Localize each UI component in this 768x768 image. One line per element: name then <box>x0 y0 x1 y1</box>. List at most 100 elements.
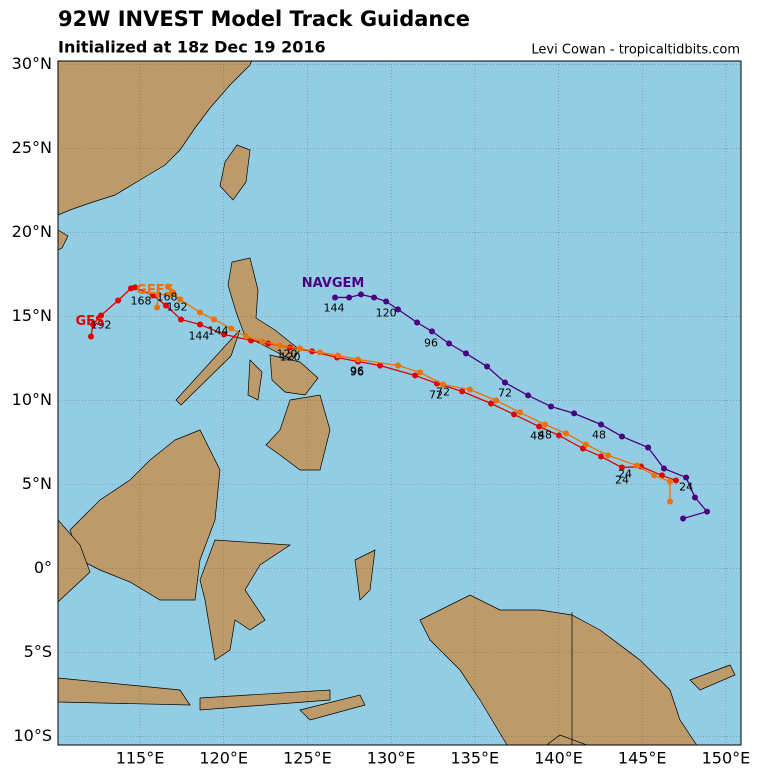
hour-label: 120 <box>277 347 298 360</box>
chart-subtitle: Initialized at 18z Dec 19 2016 <box>58 38 326 57</box>
track-point <box>493 397 500 404</box>
hour-label: 24 <box>679 481 693 494</box>
hour-label: 48 <box>530 429 544 442</box>
track-point <box>660 465 667 472</box>
y-tick-label: 5°S <box>24 642 52 661</box>
hour-label: 72 <box>436 385 450 398</box>
track-point <box>394 306 401 313</box>
track-point <box>582 441 589 448</box>
track-point <box>89 321 96 328</box>
track-point <box>332 294 339 301</box>
hour-label: 96 <box>350 364 364 377</box>
track-point <box>346 294 353 301</box>
track-point <box>658 472 665 479</box>
track-point <box>371 294 378 301</box>
track-point <box>446 340 453 347</box>
y-tick-label: 10°S <box>13 726 52 745</box>
x-tick-label: 125°E <box>283 749 332 768</box>
track-point <box>162 302 169 309</box>
x-tick-label: 150°E <box>702 749 751 768</box>
track-point <box>605 452 612 459</box>
model-name: GEFS <box>136 283 174 298</box>
track-point <box>651 472 658 479</box>
y-tick-label: 10°N <box>12 390 52 409</box>
track-point <box>440 381 447 388</box>
hour-label: 96 <box>350 365 364 378</box>
track-point <box>414 319 421 326</box>
hour-label: 48 <box>538 428 552 441</box>
hour-label: 72 <box>498 386 512 399</box>
model-name: NAVGEM <box>302 276 365 291</box>
hour-label: 168 <box>131 294 152 307</box>
hour-label: 24 <box>618 468 632 481</box>
hour-label: 48 <box>592 428 606 441</box>
track-point <box>383 298 390 305</box>
track-point <box>228 325 235 332</box>
x-tick-label: 120°E <box>199 749 248 768</box>
track-point <box>511 411 518 418</box>
track-point <box>501 379 508 386</box>
x-tick-label: 135°E <box>451 749 500 768</box>
map-frame <box>57 60 742 746</box>
hour-label: 120 <box>280 350 301 363</box>
track-point <box>417 369 424 376</box>
track-point <box>634 462 641 469</box>
track-point <box>98 312 105 319</box>
track-point <box>488 400 495 407</box>
track-point <box>459 388 466 395</box>
track-point <box>242 333 249 340</box>
track-point <box>667 478 674 485</box>
y-tick-label: 30°N <box>12 54 52 73</box>
credit: Levi Cowan - tropicaltidbits.com <box>531 43 740 58</box>
track-point <box>618 464 625 471</box>
track-point <box>154 304 161 311</box>
track-point <box>484 363 491 370</box>
land <box>58 61 736 745</box>
track-point <box>571 410 578 417</box>
track-point <box>541 421 548 428</box>
track-point <box>680 515 687 522</box>
y-tick-label: 0° <box>34 558 52 577</box>
track-point <box>556 432 563 439</box>
hour-label: 96 <box>424 337 438 350</box>
y-tick-label: 25°N <box>12 138 52 157</box>
track-point <box>211 316 218 323</box>
x-tick-label: 145°E <box>618 749 667 768</box>
track-point <box>150 292 157 299</box>
model-name: GFS <box>76 314 105 329</box>
y-tick-label: 5°N <box>22 474 52 493</box>
track-point <box>462 350 469 357</box>
track-point <box>276 342 283 349</box>
track-point <box>683 474 690 481</box>
track-point <box>563 430 570 437</box>
track-point <box>177 296 184 303</box>
track-point <box>394 362 401 369</box>
x-tick-label: 130°E <box>367 749 416 768</box>
track-point <box>704 508 711 515</box>
track-point <box>618 433 625 440</box>
track-point <box>259 338 266 345</box>
hour-label: 24 <box>615 473 629 486</box>
track-point <box>517 409 524 416</box>
hour-label: 72 <box>429 388 443 401</box>
track-point <box>691 494 698 501</box>
hour-label: 168 <box>156 290 177 303</box>
track-point <box>645 444 652 451</box>
hour-label: 144 <box>208 324 229 337</box>
track-point <box>598 421 605 428</box>
x-tick-label: 115°E <box>116 749 165 768</box>
track-point <box>127 285 134 292</box>
hour-label: 120 <box>376 306 397 319</box>
track-point <box>466 386 473 393</box>
track-point <box>412 372 419 379</box>
track-point <box>196 321 203 328</box>
hour-label: 144 <box>324 301 345 314</box>
track-point <box>167 291 174 298</box>
track-point <box>598 453 605 460</box>
hour-label: 144 <box>188 329 209 342</box>
track-point <box>316 349 323 356</box>
track-point <box>547 403 554 410</box>
track-point <box>335 352 342 359</box>
track-point <box>354 356 361 363</box>
